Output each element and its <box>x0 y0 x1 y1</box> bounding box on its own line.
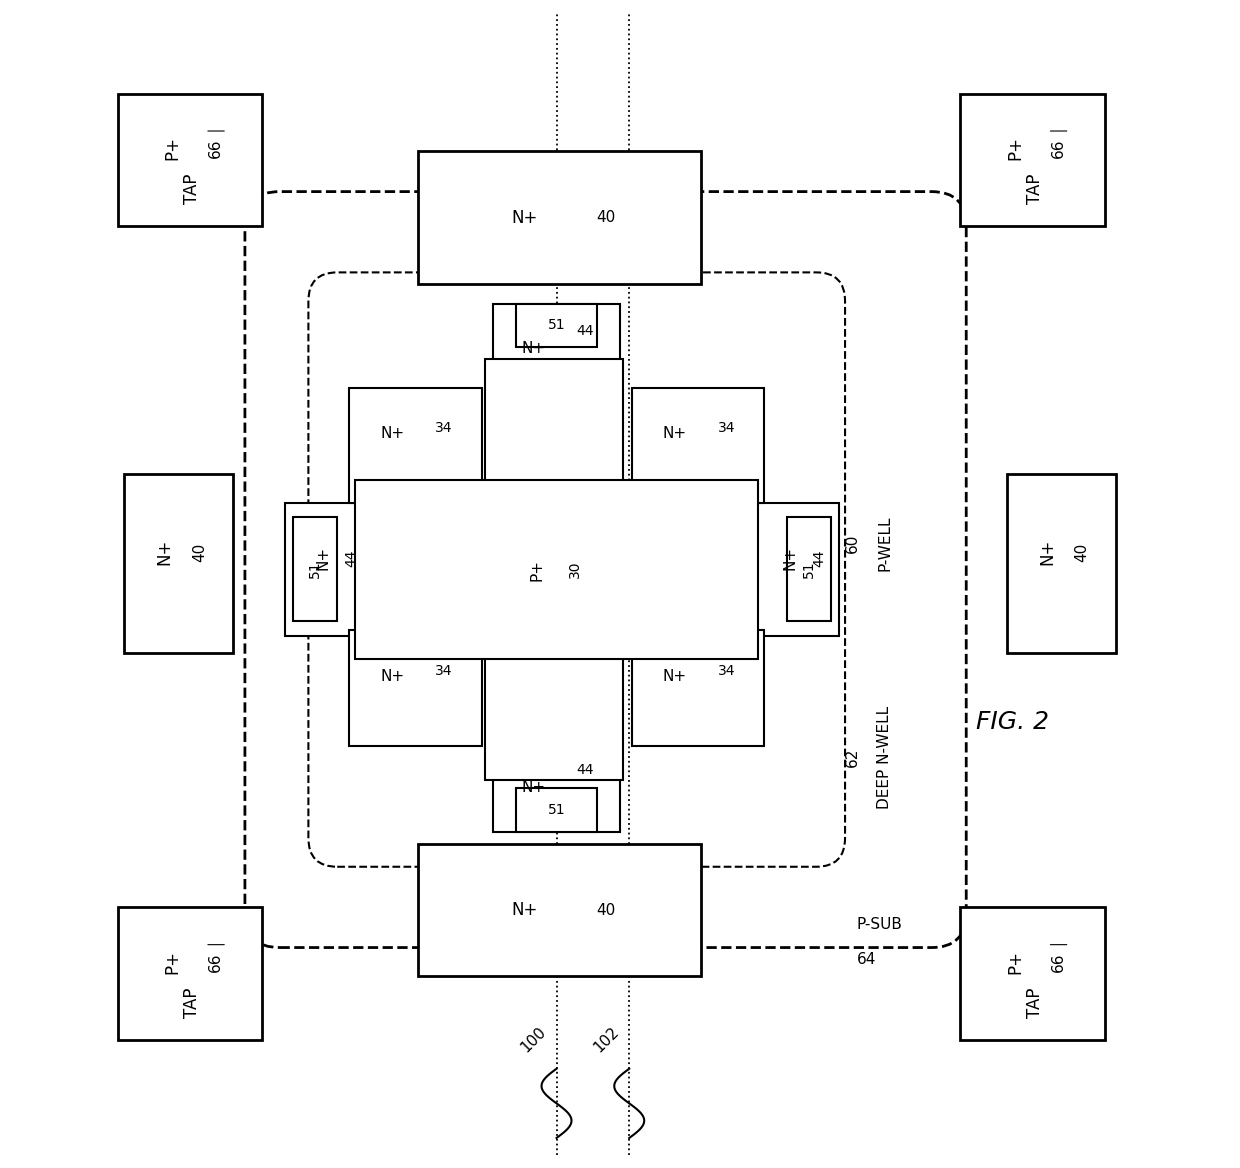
Bar <box>1007 474 1116 653</box>
Bar <box>348 388 481 503</box>
Text: P-WELL: P-WELL <box>878 516 893 571</box>
Text: 66: 66 <box>208 139 223 158</box>
Text: N+: N+ <box>662 426 687 442</box>
Text: 40: 40 <box>596 210 615 225</box>
Text: N+: N+ <box>521 341 546 356</box>
Text: 34: 34 <box>435 663 453 677</box>
Text: 66: 66 <box>1050 952 1065 972</box>
Bar <box>418 843 701 976</box>
Text: N+: N+ <box>1039 540 1056 565</box>
Bar <box>355 480 759 659</box>
Text: 44: 44 <box>577 325 594 339</box>
Text: N+: N+ <box>782 545 797 570</box>
Bar <box>285 503 372 635</box>
Bar <box>961 908 1105 1040</box>
Text: N+: N+ <box>156 540 174 565</box>
Text: P-SUB: P-SUB <box>857 917 903 932</box>
Bar <box>787 517 831 621</box>
Text: 44: 44 <box>812 549 826 566</box>
Text: 30: 30 <box>568 561 582 578</box>
Text: 34: 34 <box>718 663 735 677</box>
Text: 40: 40 <box>192 543 207 562</box>
Text: 51: 51 <box>309 561 322 578</box>
Bar <box>516 304 596 347</box>
Bar <box>494 742 620 832</box>
Bar <box>418 151 701 284</box>
Text: N+: N+ <box>512 209 538 227</box>
Bar <box>118 93 262 227</box>
Bar <box>348 631 481 745</box>
Bar <box>961 93 1105 227</box>
Text: 40: 40 <box>596 903 615 918</box>
Text: P+: P+ <box>164 950 182 974</box>
Bar <box>494 304 620 394</box>
Text: 34: 34 <box>435 422 453 436</box>
Text: 51: 51 <box>802 561 816 578</box>
Text: N+: N+ <box>315 545 330 570</box>
Text: 102: 102 <box>590 1024 621 1055</box>
Text: 100: 100 <box>518 1024 549 1055</box>
Bar <box>753 503 839 635</box>
Text: TAP: TAP <box>184 987 201 1017</box>
Text: N+: N+ <box>379 669 404 683</box>
Bar <box>124 474 233 653</box>
Text: 34: 34 <box>718 422 735 436</box>
Text: 66: 66 <box>208 952 223 972</box>
Text: 44: 44 <box>577 763 594 777</box>
Text: TAP: TAP <box>1025 174 1044 204</box>
Text: 51: 51 <box>548 319 565 333</box>
Text: 66: 66 <box>1050 139 1065 158</box>
Bar <box>631 631 764 745</box>
Text: 62: 62 <box>844 748 861 767</box>
Text: N+: N+ <box>379 426 404 442</box>
Text: TAP: TAP <box>1025 987 1044 1017</box>
Text: 44: 44 <box>345 549 358 566</box>
Text: 51: 51 <box>548 804 565 818</box>
Bar <box>294 517 337 621</box>
Text: P+: P+ <box>164 137 182 160</box>
Text: 40: 40 <box>1075 543 1090 562</box>
Text: N+: N+ <box>512 901 538 919</box>
Text: P+: P+ <box>529 558 544 580</box>
Bar <box>485 359 624 780</box>
Bar <box>118 908 262 1040</box>
Text: 60: 60 <box>844 534 861 554</box>
Text: TAP: TAP <box>184 174 201 204</box>
Text: N+: N+ <box>662 669 687 683</box>
Text: P+: P+ <box>1007 950 1024 974</box>
Text: P+: P+ <box>1007 137 1024 160</box>
Text: FIG. 2: FIG. 2 <box>976 710 1049 735</box>
Bar <box>631 388 764 503</box>
Bar <box>516 788 596 832</box>
Text: N+: N+ <box>521 779 546 794</box>
Text: DEEP N-WELL: DEEP N-WELL <box>878 705 893 808</box>
Text: 64: 64 <box>857 952 875 967</box>
